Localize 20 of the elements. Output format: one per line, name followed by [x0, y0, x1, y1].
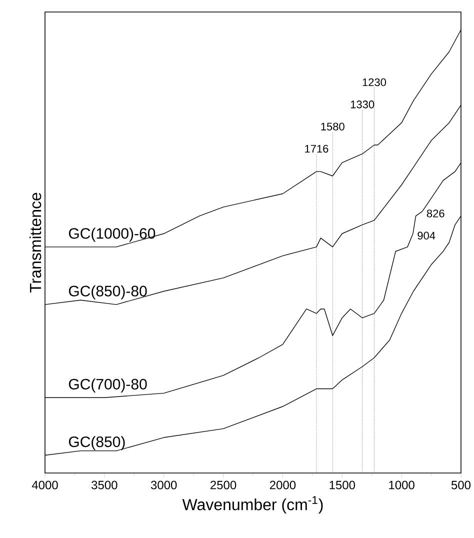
y-axis-title: Transmittence: [29, 192, 42, 293]
ref-line-label: 1330: [350, 100, 374, 108]
x-tick-label: 1500: [330, 480, 355, 490]
ref-line-label: 1230: [362, 78, 386, 86]
ref-line-label: 1716: [304, 144, 328, 153]
x-tick-label: 500: [451, 480, 470, 490]
annotation: 826: [426, 210, 444, 218]
x-tick-label: 1000: [388, 480, 414, 490]
series-label: GC(700)-80: [68, 378, 147, 392]
x-tick-label: 3500: [91, 480, 118, 490]
annotation: 904: [418, 232, 436, 240]
series-label: GC(850)-80: [68, 285, 147, 300]
series-label: GC(1000)-60: [68, 228, 155, 242]
x-tick-label: 2500: [210, 480, 236, 490]
x-axis-title: Wavenumber (cm$^{-1}$): [182, 496, 323, 514]
x-tick-label: 3000: [150, 480, 177, 490]
x-tick-label: 2000: [270, 480, 296, 490]
ref-line-label: 1580: [321, 122, 344, 130]
series-label: GC(850): [68, 436, 125, 450]
x-tick-label: 4000: [32, 480, 58, 490]
